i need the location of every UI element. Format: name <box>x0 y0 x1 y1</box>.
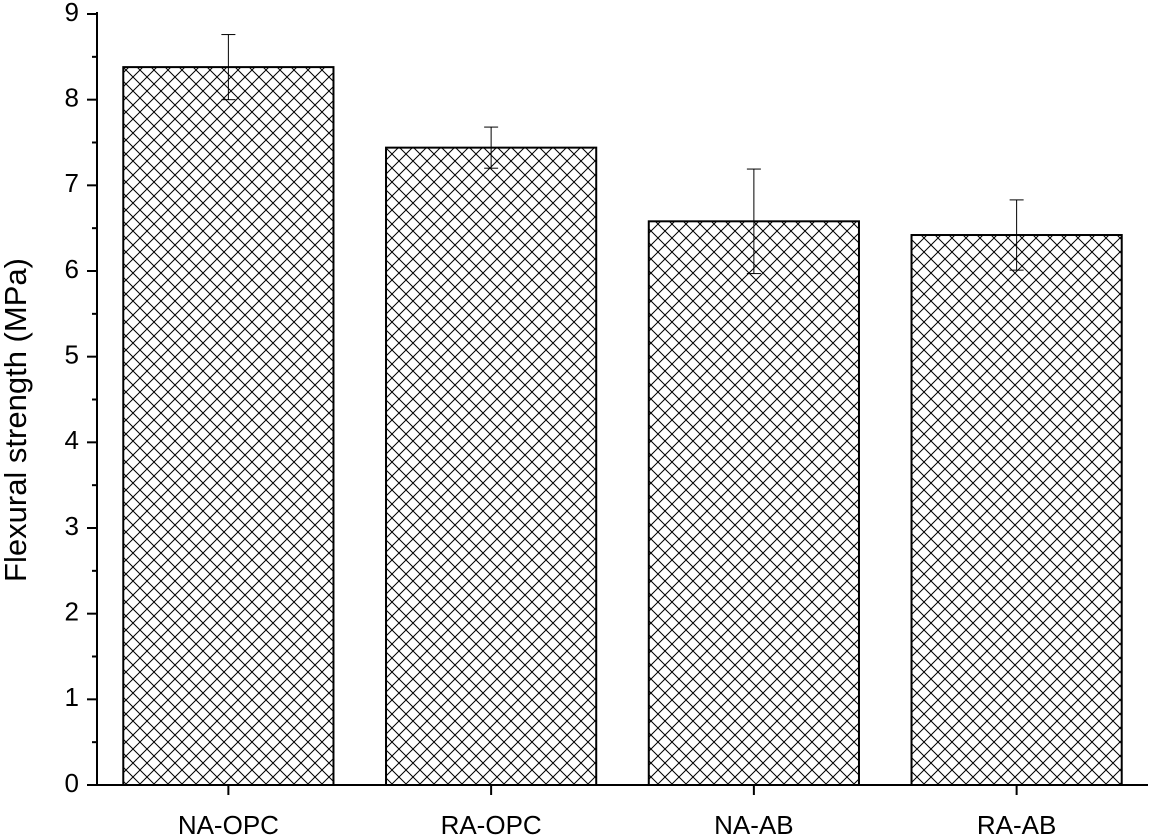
y-tick-label: 6 <box>65 254 79 284</box>
y-tick-label: 2 <box>65 597 79 627</box>
y-tick-label: 8 <box>65 83 79 113</box>
y-tick-label: 9 <box>65 0 79 27</box>
bar <box>385 146 598 786</box>
y-axis-label: Flexural strength (MPa) <box>0 258 33 582</box>
x-tick-label: RA-AB <box>977 810 1056 836</box>
y-tick-label: 1 <box>65 682 79 712</box>
x-tick-label: NA-AB <box>714 810 793 836</box>
bar <box>122 66 335 786</box>
bar <box>910 234 1123 786</box>
y-tick-label: 4 <box>65 425 79 455</box>
y-tick-label: 7 <box>65 168 79 198</box>
bar <box>647 220 860 786</box>
y-tick-label: 3 <box>65 511 79 541</box>
x-tick-label: NA-OPC <box>178 810 279 836</box>
y-tick-label: 0 <box>65 768 79 798</box>
x-tick-label: RA-OPC <box>441 810 542 836</box>
y-tick-label: 5 <box>65 340 79 370</box>
